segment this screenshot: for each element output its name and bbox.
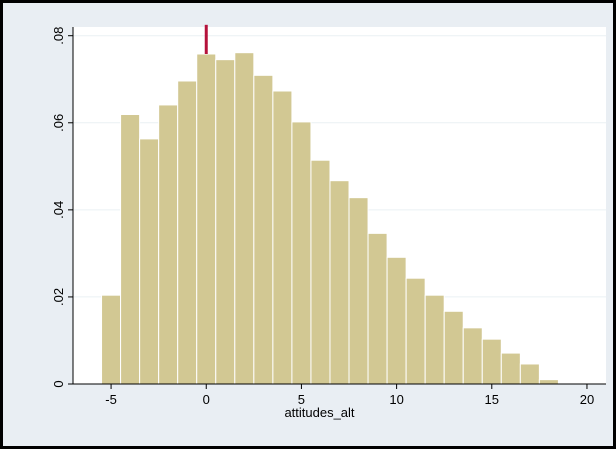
x-tick-label-5: 20 <box>580 392 594 407</box>
y-tick-label-4: .08 <box>51 27 66 45</box>
histogram-bar-7 <box>234 52 255 385</box>
histogram-bar-9 <box>272 90 293 385</box>
histogram-bar-5 <box>196 53 217 385</box>
histogram-bar-8 <box>253 74 274 385</box>
histogram-bar-1 <box>120 114 141 385</box>
x-tick-label-0: -5 <box>105 392 117 407</box>
histogram-bar-22 <box>519 363 540 385</box>
histogram-bar-2 <box>139 138 160 385</box>
histogram-bar-19 <box>462 327 483 385</box>
x-tick-label-3: 10 <box>389 392 403 407</box>
x-tick-label-2: 5 <box>298 392 305 407</box>
histogram-bar-18 <box>443 310 464 385</box>
histogram-bar-21 <box>500 352 521 385</box>
y-tick-label-2: .04 <box>51 201 66 219</box>
histogram-bar-15 <box>386 256 407 385</box>
histogram-bar-17 <box>424 294 445 385</box>
histogram-bar-11 <box>310 159 331 385</box>
y-tick-label-0: 0 <box>51 380 66 387</box>
histogram-bar-0 <box>101 294 122 385</box>
histogram-bar-16 <box>405 277 426 385</box>
y-tick-label-1: .02 <box>51 288 66 306</box>
bars <box>101 52 559 385</box>
histogram-bar-6 <box>215 59 236 385</box>
histogram-bar-23 <box>538 379 559 385</box>
x-tick-label-4: 15 <box>485 392 499 407</box>
histogram-bar-4 <box>177 80 198 385</box>
axes: -5 0 5 10 15 20 0 .02 .04 .06 .08 <box>51 27 606 407</box>
histogram-bar-14 <box>367 232 388 385</box>
x-tick-label-1: 0 <box>203 392 210 407</box>
histogram-chart: -5 0 5 10 15 20 0 .02 .04 .06 .08 attitudes_alt <box>51 24 606 420</box>
histogram-bar-10 <box>291 121 312 385</box>
y-tick-label-3: .06 <box>51 114 66 132</box>
histogram-bar-20 <box>481 338 502 385</box>
histogram-bar-12 <box>329 180 350 385</box>
x-axis-title: attitudes_alt <box>284 405 354 420</box>
histogram-bar-13 <box>348 197 369 385</box>
histogram-bar-3 <box>158 104 179 385</box>
